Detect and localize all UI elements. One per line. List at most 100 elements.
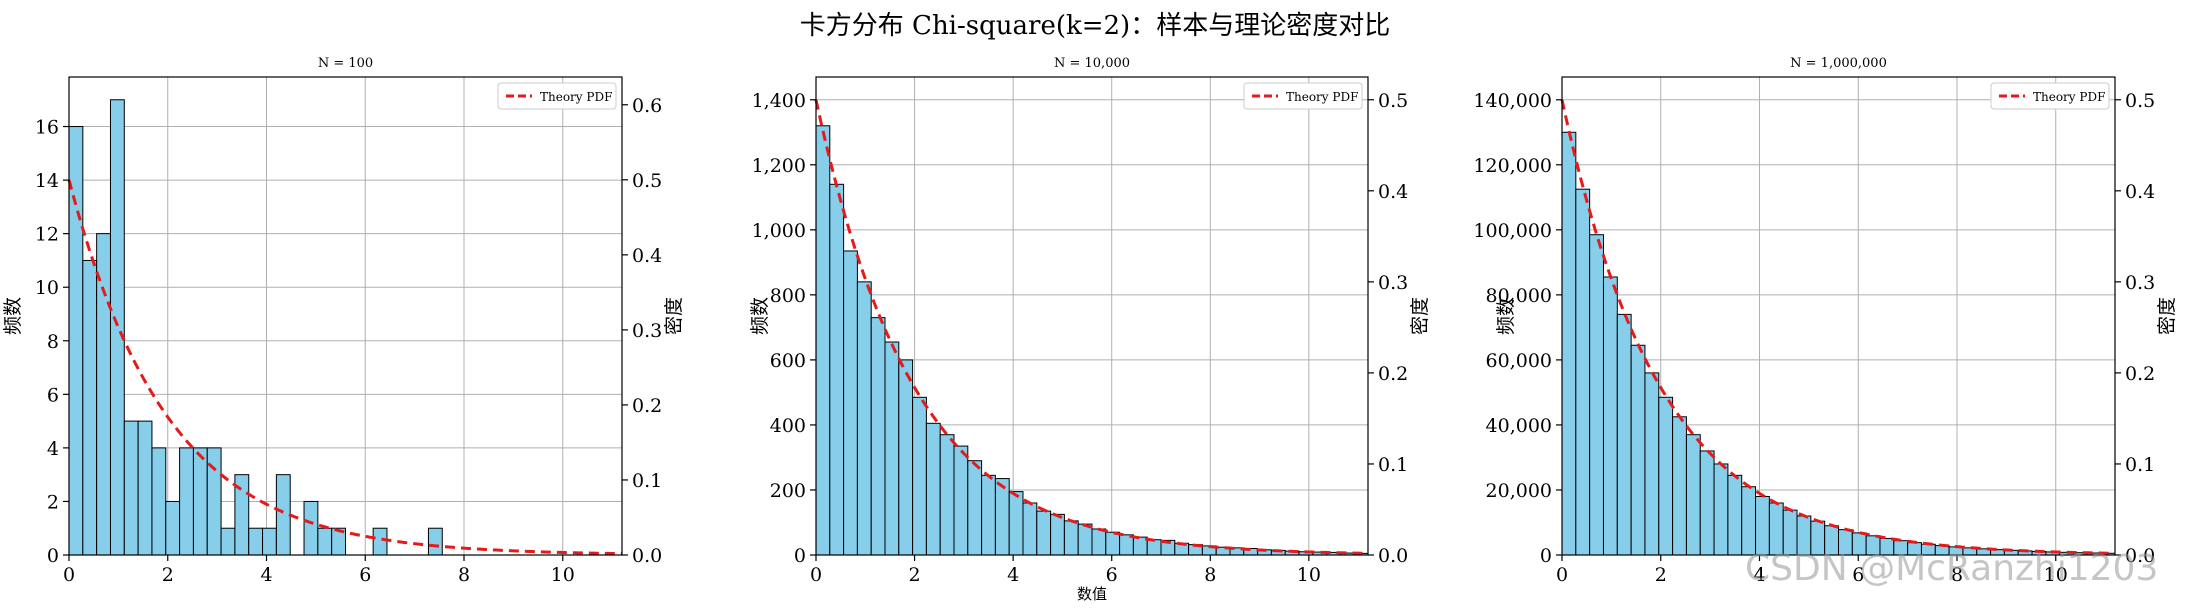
histogram-bar: [275, 474, 291, 556]
y-axis-label: 频数: [1495, 297, 1517, 335]
figure-title: 卡方分布 Chi-square(k=2)：样本与理论密度对比: [800, 11, 1390, 41]
x-axis-label: 数值: [1077, 585, 1107, 603]
y-tick-label: 140,000: [1473, 90, 1552, 112]
histogram-bar: [870, 317, 886, 556]
y-tick-label: 400: [770, 415, 806, 437]
histogram-bar: [1727, 474, 1743, 556]
histogram-bar: [96, 233, 111, 556]
histogram-bar: [1561, 131, 1577, 556]
y-tick-label: 6: [47, 384, 59, 406]
histogram-bar: [220, 527, 236, 556]
histogram-bar: [1616, 313, 1632, 556]
x-tick-label: 2: [909, 564, 921, 586]
y-right-tick-label: 0.2: [1378, 363, 1408, 385]
grid-lines: [68, 77, 622, 556]
y-tick-label: 20,000: [1486, 480, 1552, 502]
x-tick-label: 0: [63, 564, 75, 586]
x-tick-label: 0: [1556, 564, 1568, 586]
y-tick-label: 14: [35, 170, 59, 192]
y-right-tick-label: 0.4: [1378, 181, 1408, 203]
y-right-axis-label: 密度: [1409, 297, 1431, 335]
y-right-axis-label: 密度: [2156, 297, 2178, 335]
axes-frame: [68, 76, 623, 556]
y-tick-label: 8: [47, 331, 59, 353]
histogram-bar: [1036, 510, 1052, 556]
x-tick-label: 6: [1106, 564, 1118, 586]
histogram-bar: [165, 500, 181, 556]
y-right-axis-label: 密度: [663, 297, 685, 335]
histogram-bar: [1589, 234, 1604, 556]
histogram-bar: [109, 99, 125, 556]
y-tick-label: 12: [35, 224, 59, 246]
histogram-bar: [967, 460, 983, 556]
x-tick-label: 10: [2044, 564, 2068, 586]
y-axis-label: 频数: [2, 297, 24, 335]
y-tick-label: 0: [47, 545, 59, 567]
x-tick-label: 4: [1753, 564, 1765, 586]
y-right-tick-label: 0.1: [2125, 454, 2155, 476]
y-tick-label: 1,400: [752, 90, 806, 112]
histogram-bar: [317, 527, 333, 556]
x-tick-label: 2: [162, 564, 174, 586]
legend-box: [497, 82, 617, 110]
y-right-tick-label: 0.0: [1378, 545, 1408, 567]
histogram-bar: [1575, 188, 1591, 556]
histogram-panel-3: 0 2 4 6 8 10 0 20,000 40,000 60,000 80,000 100,000 1…: [1473, 56, 2178, 586]
histogram-bar: [1630, 344, 1646, 556]
histogram-bar: [262, 527, 277, 556]
histogram-bar: [1105, 531, 1121, 556]
histogram-bar: [843, 250, 858, 556]
histogram-bar: [1644, 372, 1660, 556]
histogram-bar: [898, 359, 914, 556]
y-axis-label: 频数: [749, 297, 771, 335]
y-right-tick-label: 0.0: [2125, 545, 2155, 567]
histogram-bars: [815, 125, 1369, 556]
histogram-bar: [1755, 495, 1770, 556]
histogram-bar: [1713, 463, 1729, 556]
legend-box: [1243, 82, 1363, 110]
x-tick-label: 10: [1297, 564, 1321, 586]
x-tick-label: 4: [1007, 564, 1019, 586]
y-tick-label: 800: [770, 285, 806, 307]
histogram-bar: [1022, 502, 1038, 556]
y-right-tick-label: 0.3: [632, 320, 662, 342]
y-right-tick-label: 0.1: [1378, 454, 1408, 476]
axes-frame: [815, 76, 1369, 556]
histogram-bar: [68, 126, 84, 556]
y-right-tick-label: 0.2: [632, 395, 662, 417]
y-right-tick-label: 0.5: [2125, 90, 2155, 112]
histogram-bar: [248, 527, 264, 556]
y-tick-label: 0: [794, 545, 806, 567]
histogram-bar: [303, 500, 319, 556]
legend-box: [1990, 82, 2110, 110]
histogram-bar: [829, 183, 845, 556]
watermark-text: CSDN @McRanzhi1203: [1745, 548, 2159, 589]
x-tick-label: 4: [260, 564, 272, 586]
x-tick-label: 8: [1951, 564, 1963, 586]
subplot-title: N = 10,000: [1054, 56, 1130, 71]
histogram-bar: [1602, 276, 1618, 556]
axes-frame: [1561, 76, 2116, 556]
histogram-panel-2: 0 2 4 6 8 10 0 200 400 600 800 1,000 1,200 1,400 0.0 0.…: [749, 56, 1431, 603]
theory-pdf-line: [814, 99, 1369, 555]
legend: Theory PDF: [1990, 82, 2110, 110]
y-right-tick-label: 0.6: [632, 95, 662, 117]
histogram-panel-1: 0 2 4 6 8 10 0 2 4 6 8 10 12 14 16 0.0 0.1 0.2 0.3 0.4 0.5 0.…: [2, 56, 685, 586]
y-tick-label: 60,000: [1486, 350, 1552, 372]
y-tick-label: 40,000: [1486, 415, 1552, 437]
x-tick-label: 8: [1204, 564, 1216, 586]
histogram-bar: [953, 445, 969, 556]
subplot-title: N = 100: [318, 56, 373, 71]
histogram-bar: [1672, 416, 1687, 556]
y-tick-label: 80,000: [1486, 285, 1552, 307]
y-tick-label: 1,200: [752, 155, 806, 177]
y-tick-label: 120,000: [1473, 155, 1552, 177]
legend-label: Theory PDF: [1286, 90, 1358, 104]
y-right-tick-label: 0.0: [632, 545, 662, 567]
y-tick-label: 200: [770, 480, 806, 502]
theory-pdf-line: [67, 179, 623, 556]
y-tick-label: 2: [47, 491, 59, 513]
x-tick-label: 2: [1655, 564, 1667, 586]
histogram-bar: [856, 281, 872, 556]
y-tick-label: 600: [770, 350, 806, 372]
